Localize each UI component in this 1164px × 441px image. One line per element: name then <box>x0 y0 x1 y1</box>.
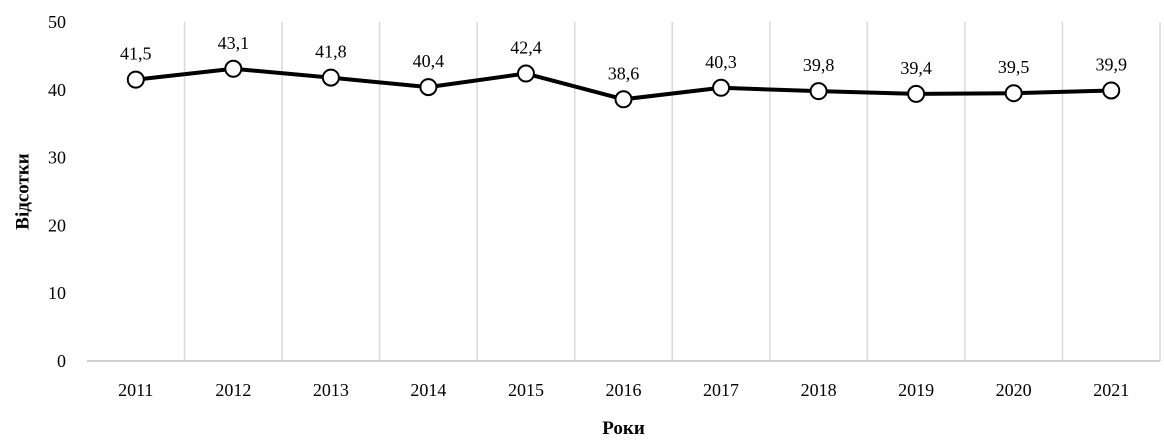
data-label: 38,6 <box>608 63 640 83</box>
data-point <box>809 82 828 101</box>
y-tick-label: 30 <box>48 148 66 168</box>
y-tick-label: 50 <box>48 12 66 32</box>
y-tick-label: 0 <box>57 351 66 371</box>
data-labels: 41,5 43,1 41,8 40,4 42,4 38,6 40,3 39,8 39,4 39,5… <box>120 33 1127 84</box>
data-label: 40,4 <box>413 51 445 71</box>
y-tick-label: 20 <box>48 215 66 235</box>
x-axis-ticks: 2011 2012 2013 2014 2015 2016 2017 2018 2019 2020… <box>118 380 1129 400</box>
x-tick-label: 2017 <box>703 380 739 400</box>
data-point <box>712 78 731 97</box>
y-axis-ticks: 0 10 20 30 40 50 <box>48 12 66 371</box>
x-tick-label: 2013 <box>313 380 349 400</box>
data-label: 43,1 <box>218 33 250 53</box>
y-axis-title: Відсотки <box>12 153 33 230</box>
data-label: 39,9 <box>1095 54 1127 74</box>
data-point <box>516 64 535 83</box>
x-tick-label: 2018 <box>801 380 837 400</box>
series-markers <box>126 59 1121 109</box>
x-tick-label: 2016 <box>606 380 642 400</box>
data-label: 39,8 <box>803 55 835 75</box>
x-axis-title: Роки <box>602 418 645 439</box>
grid-lines <box>183 22 1161 361</box>
data-label: 39,5 <box>998 57 1030 77</box>
x-tick-label: 2019 <box>898 380 934 400</box>
data-point <box>614 90 633 109</box>
data-point <box>126 70 145 89</box>
x-tick-label: 2012 <box>215 380 251 400</box>
data-label: 41,8 <box>315 42 347 62</box>
x-tick-label: 2015 <box>508 380 544 400</box>
data-point <box>419 78 438 97</box>
data-label: 40,3 <box>705 52 737 72</box>
data-point <box>1102 81 1121 100</box>
data-label: 42,4 <box>510 38 542 58</box>
data-point <box>224 59 243 78</box>
y-tick-label: 40 <box>48 80 66 100</box>
x-tick-label: 2014 <box>410 380 446 400</box>
x-tick-label: 2011 <box>118 380 153 400</box>
y-tick-label: 10 <box>48 283 66 303</box>
data-point <box>1004 84 1023 103</box>
data-point <box>907 84 926 103</box>
data-point <box>321 68 340 87</box>
data-label: 41,5 <box>120 44 152 64</box>
x-tick-label: 2021 <box>1093 380 1129 400</box>
x-tick-label: 2020 <box>996 380 1032 400</box>
data-label: 39,4 <box>900 58 932 78</box>
